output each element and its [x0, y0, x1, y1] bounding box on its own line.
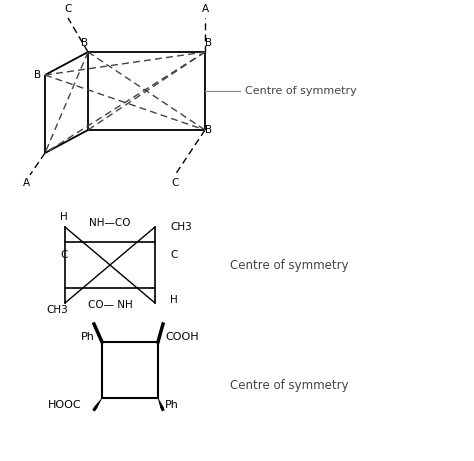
Text: B: B: [81, 38, 88, 48]
Text: COOH: COOH: [165, 332, 199, 342]
Text: CH3: CH3: [46, 305, 68, 315]
Text: HOOC: HOOC: [48, 400, 82, 410]
Text: B: B: [205, 38, 212, 48]
Text: B: B: [34, 70, 41, 80]
Text: NH—CO: NH—CO: [89, 218, 131, 228]
Text: C: C: [61, 250, 68, 260]
Text: Ph: Ph: [81, 332, 95, 342]
Text: C: C: [64, 4, 72, 14]
Text: Centre of symmetry: Centre of symmetry: [230, 378, 348, 391]
Text: Centre of symmetry: Centre of symmetry: [230, 259, 348, 272]
Text: A: A: [201, 4, 209, 14]
Text: A: A: [22, 178, 29, 188]
Text: C: C: [171, 178, 179, 188]
Text: B: B: [205, 125, 212, 135]
Text: H: H: [170, 295, 178, 305]
Text: C: C: [170, 250, 177, 260]
Text: Centre of symmetry: Centre of symmetry: [245, 86, 357, 96]
Text: CO— NH: CO— NH: [88, 300, 132, 310]
Text: H: H: [60, 212, 68, 222]
Text: Ph: Ph: [165, 400, 179, 410]
Text: CH3: CH3: [170, 222, 192, 232]
